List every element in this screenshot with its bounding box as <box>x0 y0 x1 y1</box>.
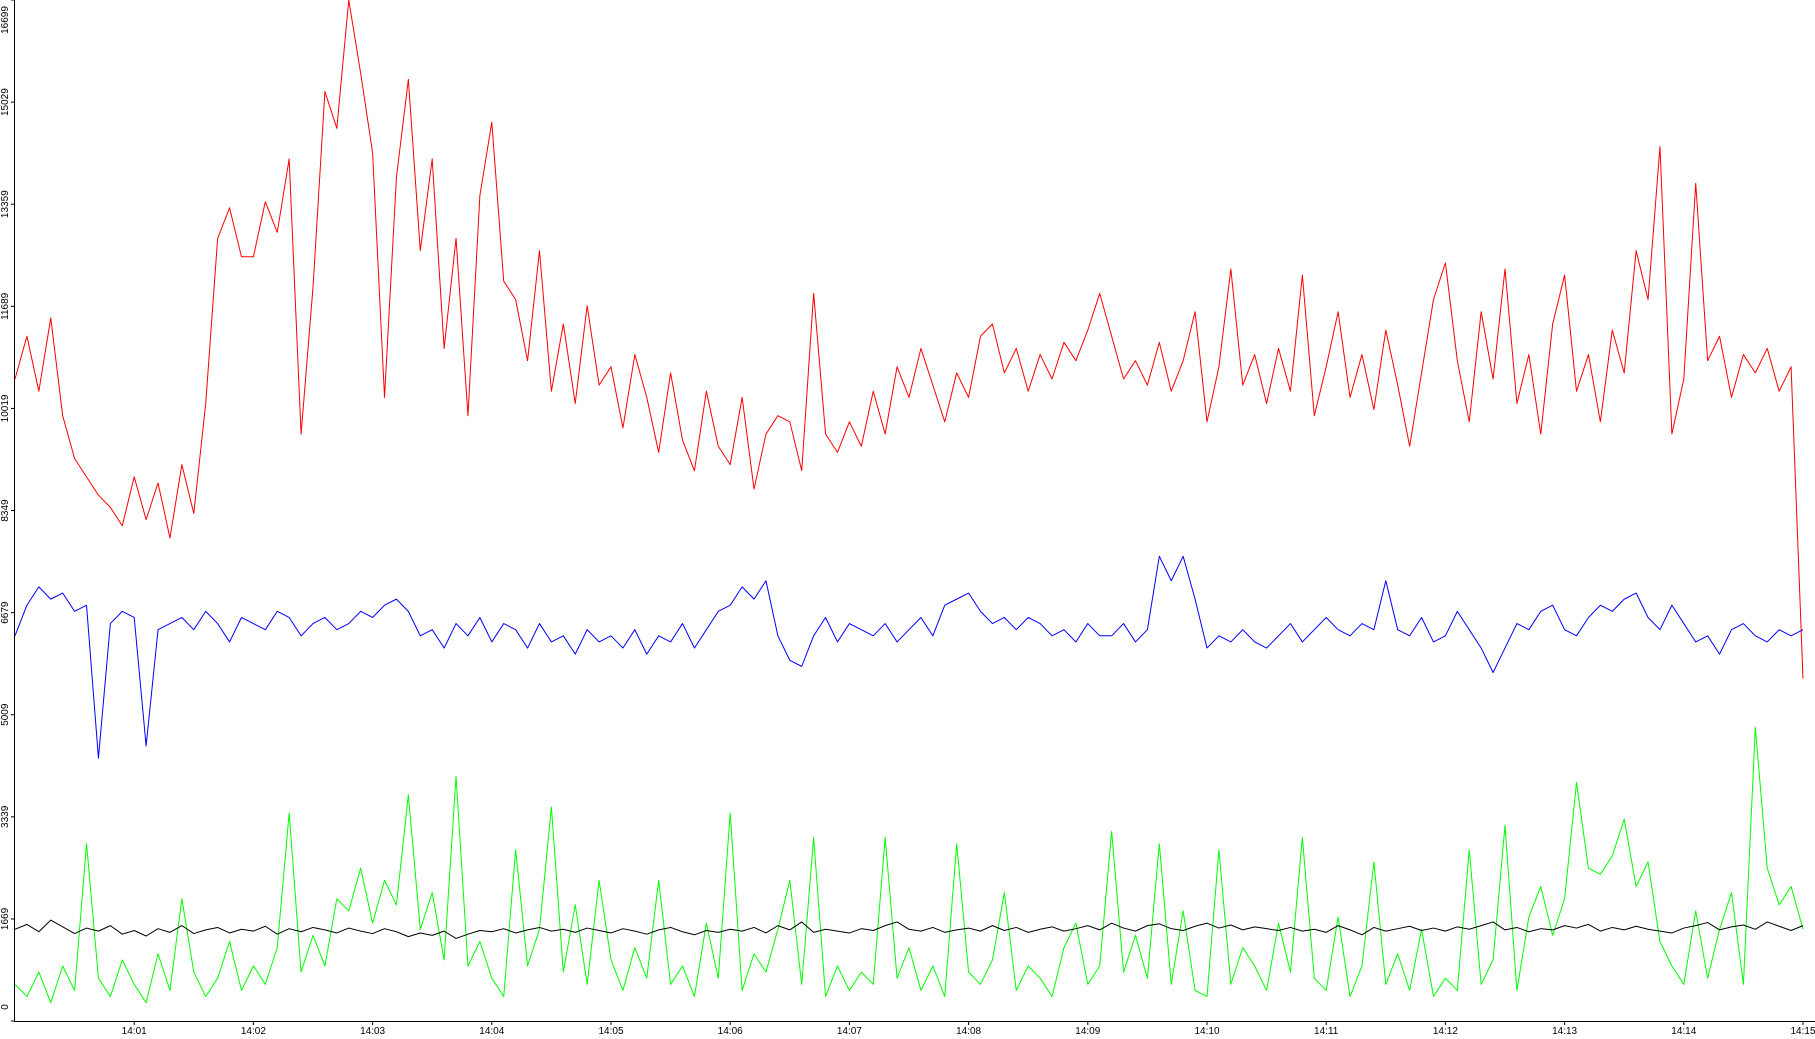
y-tick-label: 8349 <box>0 499 11 522</box>
x-tick-label: 14:08 <box>956 1026 981 1037</box>
x-tick-label: 14:03 <box>360 1026 385 1037</box>
x-tick-label: 14:01 <box>122 1026 147 1037</box>
x-tick-label: 14:10 <box>1194 1026 1219 1037</box>
y-tick-label: 5009 <box>0 703 11 726</box>
x-tick-label: 14:09 <box>1075 1026 1100 1037</box>
x-tick-label: 14:14 <box>1671 1026 1696 1037</box>
y-tick-label: 11689 <box>0 292 11 320</box>
series-line <box>14 555 1804 759</box>
y-tick-label: 15029 <box>0 88 11 116</box>
x-tick-label: 14:02 <box>241 1026 266 1037</box>
x-tick-label: 14:05 <box>598 1026 623 1037</box>
series-line <box>14 919 1804 939</box>
x-tick-label: 14:13 <box>1552 1026 1577 1037</box>
y-tick-label: 6679 <box>0 601 11 624</box>
y-tick-label: 3339 <box>0 805 11 828</box>
x-tick-label: 14:12 <box>1433 1026 1458 1037</box>
y-tick-label: 10019 <box>0 394 11 422</box>
x-tick-label: 14:04 <box>479 1026 504 1037</box>
x-tick-label: 14:06 <box>718 1026 743 1037</box>
x-tick-label: 14:15 <box>1790 1026 1815 1037</box>
x-tick-label: 14:11 <box>1314 1026 1339 1037</box>
y-tick-label: 13359 <box>0 190 11 218</box>
series-line <box>14 727 1804 1004</box>
y-tick-label: 0 <box>0 1004 11 1010</box>
series-line <box>14 0 1804 679</box>
x-tick-label: 14:07 <box>837 1026 862 1037</box>
y-tick-label: 16699 <box>0 6 11 34</box>
y-tick-label: 1669 <box>0 907 11 930</box>
